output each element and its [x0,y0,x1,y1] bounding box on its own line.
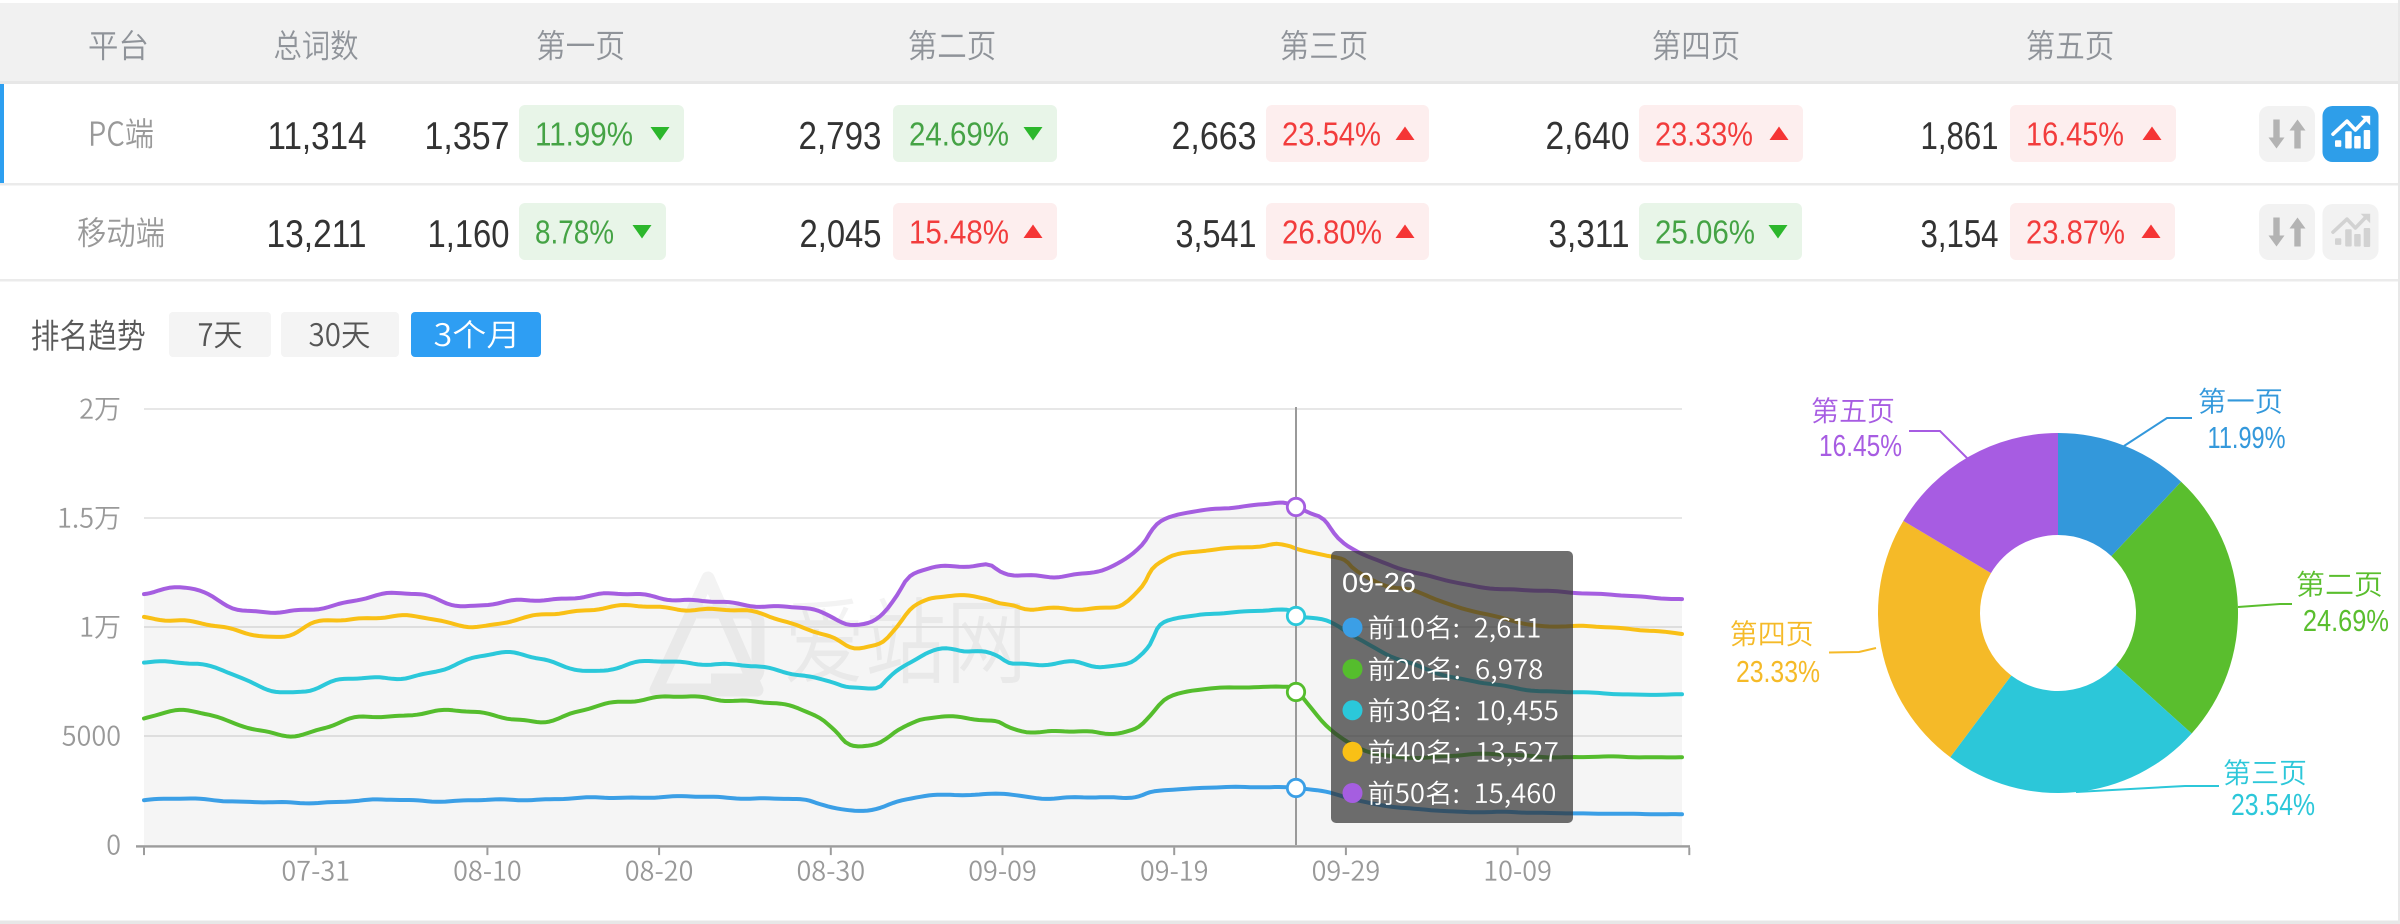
svg-text:11,314: 11,314 [268,115,367,158]
svg-text:3,311: 3,311 [1549,213,1630,256]
svg-text:8.78%: 8.78% [535,213,614,250]
svg-text:23.54%: 23.54% [1282,115,1381,152]
svg-text:1,160: 1,160 [428,213,510,256]
svg-text:2,793: 2,793 [799,115,882,158]
svg-text:11.99%: 11.99% [535,115,633,152]
svg-text:24.69%: 24.69% [909,115,1009,152]
svg-text:23.54%: 23.54% [2231,787,2315,822]
svg-text:16.45%: 16.45% [2026,115,2124,152]
svg-text:3,154: 3,154 [1921,213,1999,256]
svg-text:16.45%: 16.45% [1819,428,1902,463]
svg-text:26.80%: 26.80% [1282,213,1382,250]
svg-text:23.87%: 23.87% [2026,213,2125,250]
svg-text:11.99%: 11.99% [2208,420,2286,455]
svg-text:1,861: 1,861 [1921,115,1999,158]
svg-text:24.69%: 24.69% [2303,603,2389,638]
svg-text:09-26: 09-26 [1342,567,1416,598]
svg-text:2,640: 2,640 [1546,115,1630,158]
svg-text:25.06%: 25.06% [1655,213,1755,250]
svg-text:2,663: 2,663 [1172,115,1257,158]
svg-text:1,357: 1,357 [425,115,510,158]
svg-text:23.33%: 23.33% [1655,115,1753,152]
svg-text:15.48%: 15.48% [909,213,1009,250]
svg-text:3,541: 3,541 [1176,213,1257,256]
svg-text:2,045: 2,045 [800,213,882,256]
svg-text:23.33%: 23.33% [1736,654,1820,689]
svg-text:13,211: 13,211 [267,213,367,256]
